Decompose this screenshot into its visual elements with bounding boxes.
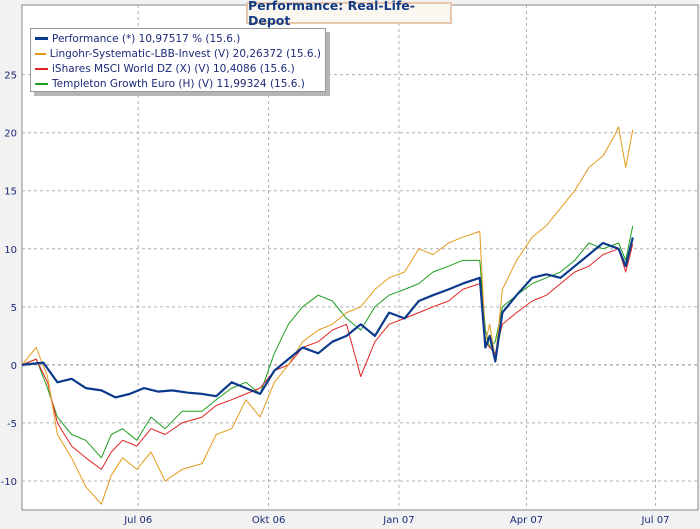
- y-tick-label: 20: [4, 129, 17, 140]
- legend-swatch: [35, 67, 48, 70]
- y-tick-label: -5: [7, 419, 17, 430]
- x-tick-label: Jul 07: [640, 515, 669, 525]
- x-tick-label: Jan 07: [382, 515, 414, 525]
- legend-item: iShares MSCI World DZ (X) (V) 10,4086 (1…: [35, 61, 321, 76]
- legend-swatch: [35, 82, 48, 85]
- x-tick-label: Apr 07: [510, 515, 543, 525]
- chart-title: Performance: Real-Life-Depot: [246, 0, 452, 28]
- x-tick-label: Okt 06: [252, 515, 286, 525]
- series-line-1: [21, 237, 634, 399]
- y-tick-label: 15: [4, 187, 17, 198]
- series-line-2: [21, 126, 634, 505]
- legend-swatch: [35, 37, 48, 40]
- series-line-3: [21, 243, 634, 470]
- legend-item: Performance (*) 10,97517 % (15.6.): [35, 31, 321, 46]
- legend-swatch: [35, 52, 46, 55]
- legend-item: Lingohr-Systematic-LBB-Invest (V) 20,263…: [35, 46, 321, 61]
- legend-label: Templeton Growth Euro (H) (V) 11,99324 (…: [52, 77, 305, 90]
- x-tick-label: Jul 06: [123, 515, 152, 525]
- y-tick-label: 10: [4, 245, 17, 256]
- y-tick-label: 0: [11, 361, 17, 372]
- legend-label: Performance (*) 10,97517 % (15.6.): [52, 32, 241, 45]
- chart-legend: Performance (*) 10,97517 % (15.6.) Lingoh…: [30, 28, 326, 92]
- legend-label: iShares MSCI World DZ (X) (V) 10,4086 (1…: [52, 62, 295, 75]
- series-line-4: [21, 225, 634, 459]
- legend-label: Lingohr-Systematic-LBB-Invest (V) 20,263…: [49, 47, 321, 60]
- y-tick-label: -10: [1, 477, 17, 488]
- y-tick-label: 25: [4, 71, 17, 82]
- y-tick-label: 5: [11, 303, 17, 314]
- legend-item: Templeton Growth Euro (H) (V) 11,99324 (…: [35, 76, 321, 91]
